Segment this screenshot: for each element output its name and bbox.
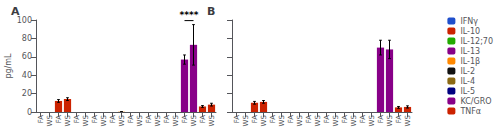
svg-text:WS: WS (332, 114, 340, 126)
svg-text:40: 40 (22, 71, 32, 80)
svg-text:FA: FA (181, 115, 189, 123)
svg-text:****: **** (180, 10, 199, 20)
svg-text:TNFα: TNFα (459, 107, 481, 116)
svg-text:WS: WS (278, 114, 286, 126)
svg-text:pg/mL: pg/mL (4, 53, 13, 79)
svg-text:FA: FA (163, 115, 171, 123)
svg-text:20: 20 (22, 89, 32, 98)
svg-text:FA: FA (55, 115, 63, 123)
svg-text:WS: WS (154, 114, 162, 126)
svg-text:FA: FA (269, 115, 277, 123)
svg-text:FA: FA (251, 115, 259, 123)
svg-text:FA: FA (341, 115, 349, 123)
svg-text:FA: FA (37, 115, 45, 123)
svg-text:IL-2: IL-2 (460, 67, 475, 76)
svg-text:FA: FA (359, 115, 367, 123)
svg-text:IL-1β: IL-1β (460, 57, 480, 66)
svg-text:KC/GRO: KC/GRO (460, 97, 491, 106)
svg-text:A: A (11, 5, 20, 18)
svg-text:WS: WS (46, 114, 54, 126)
svg-text:WS: WS (350, 114, 358, 126)
svg-text:60: 60 (22, 52, 32, 61)
svg-text:80: 80 (22, 34, 32, 43)
svg-text:FA: FA (377, 115, 385, 123)
svg-text:FA: FA (305, 115, 313, 123)
svg-text:WS: WS (296, 114, 304, 126)
svg-text:FA: FA (127, 115, 135, 123)
svg-text:WS: WS (64, 114, 72, 126)
svg-text:FA: FA (145, 115, 153, 123)
svg-text:WS: WS (190, 114, 198, 126)
svg-text:IL-5: IL-5 (460, 87, 475, 96)
svg-text:WS: WS (368, 114, 376, 126)
svg-text:FA: FA (323, 115, 331, 123)
svg-text:IL-13: IL-13 (460, 47, 480, 56)
svg-text:WS: WS (386, 114, 394, 126)
svg-text:WS: WS (404, 114, 412, 126)
svg-text:FA: FA (73, 115, 81, 123)
svg-text:WS: WS (314, 114, 322, 126)
svg-text:WS: WS (136, 114, 144, 126)
svg-text:WS: WS (82, 114, 90, 126)
svg-text:WS: WS (208, 114, 216, 126)
svg-text:FA: FA (199, 115, 207, 123)
svg-text:0: 0 (27, 108, 32, 117)
svg-text:WS: WS (118, 114, 126, 126)
svg-text:WS: WS (260, 114, 268, 126)
svg-text:FA: FA (395, 115, 403, 123)
svg-text:IFNγ: IFNγ (460, 17, 478, 26)
svg-text:WS: WS (100, 114, 108, 126)
svg-text:FA: FA (287, 115, 295, 123)
svg-text:FA: FA (109, 115, 117, 123)
svg-text:WS: WS (172, 114, 180, 126)
svg-text:IL-12;70: IL-12;70 (460, 37, 493, 46)
svg-text:IL-10: IL-10 (460, 27, 480, 36)
svg-text:IL-4: IL-4 (460, 77, 475, 86)
svg-text:FA: FA (233, 115, 241, 123)
svg-text:WS: WS (242, 114, 250, 126)
svg-text:100: 100 (16, 15, 32, 25)
svg-text:B: B (207, 5, 215, 18)
svg-text:FA: FA (91, 115, 99, 123)
